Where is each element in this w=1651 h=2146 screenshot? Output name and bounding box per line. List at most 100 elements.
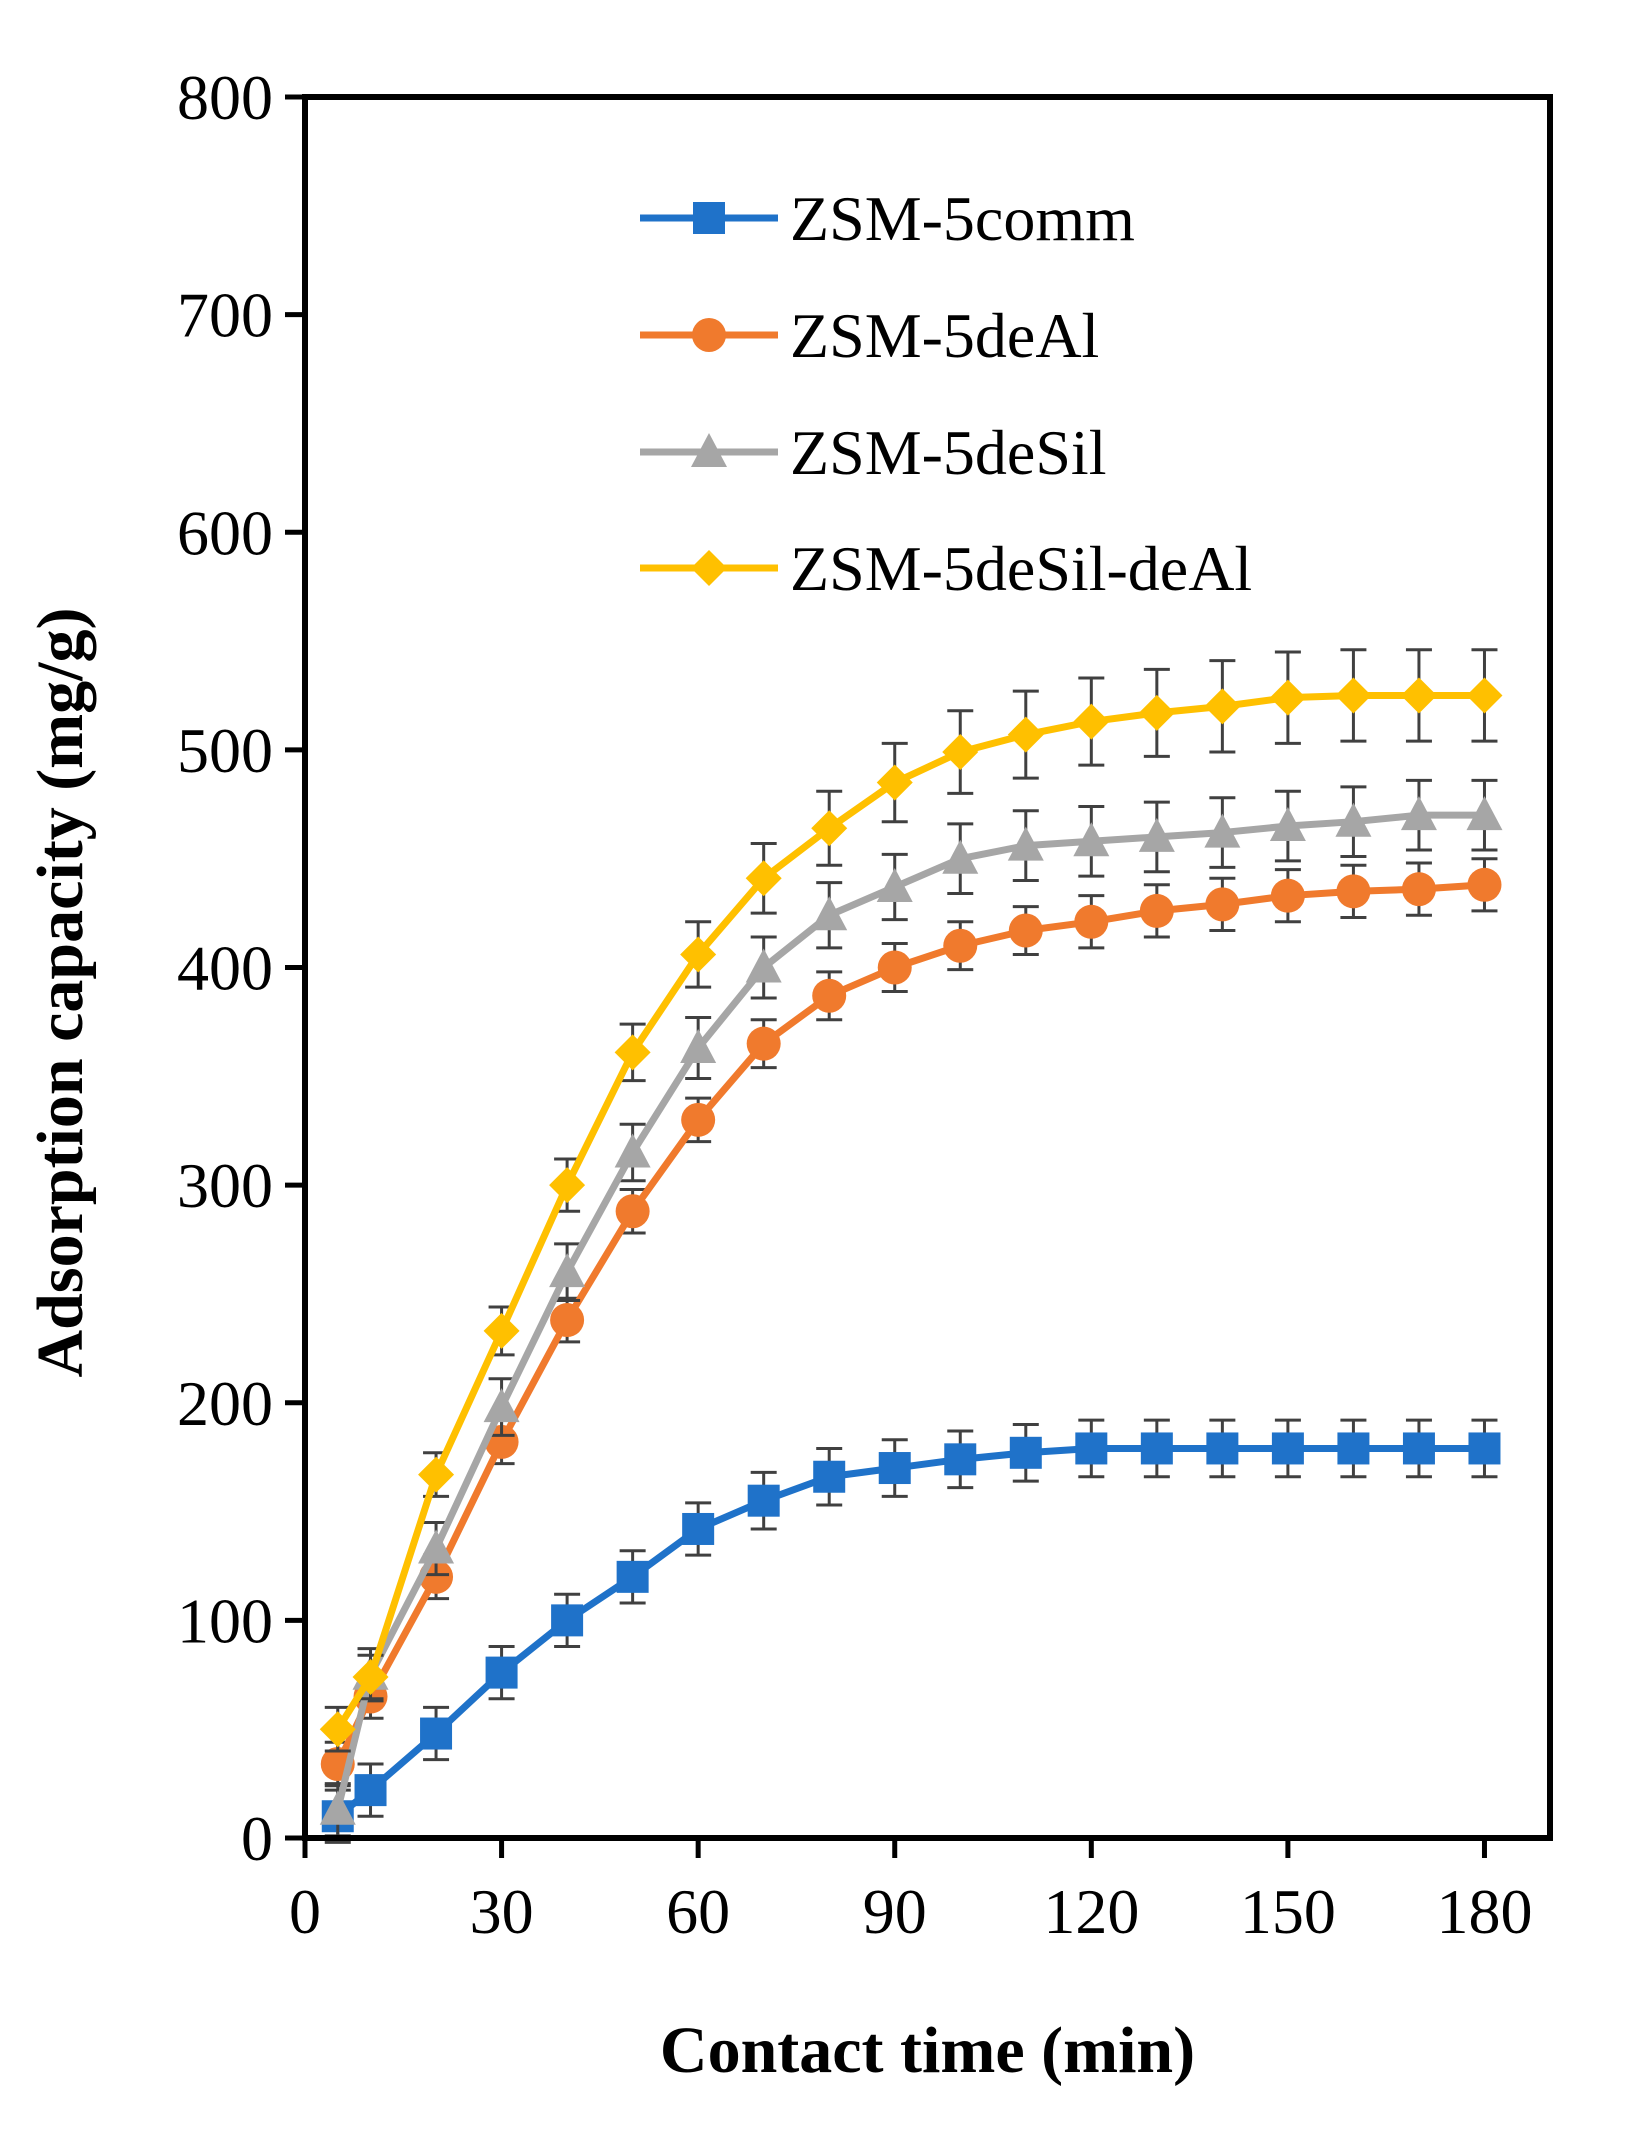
data-point [551,1604,584,1637]
data-point [549,1167,586,1204]
y-tick-label: 100 [177,1585,273,1656]
data-point [1138,694,1175,731]
data-point [1138,817,1175,852]
data-point [1337,1432,1370,1465]
data-point [942,839,979,874]
legend: ZSM-5comm ZSM-5deAl ZSM-5deSil ZSM-5deSil-d… [640,183,1252,604]
data-point [944,1443,977,1476]
data-point [682,1512,715,1545]
data-point [747,1484,780,1517]
data-point [1400,677,1437,714]
y-tick-label: 200 [177,1368,273,1439]
data-point [354,1774,387,1807]
legend-label: ZSM-5comm [790,183,1135,254]
data-point [813,1460,846,1493]
data-point [878,1452,911,1485]
data-point [319,1711,356,1748]
x-tick-label: 60 [666,1876,730,1947]
data-point [352,1658,389,1695]
data-point [616,1560,649,1593]
data-point [1270,878,1305,913]
data-point [680,936,717,973]
data-point [942,734,979,771]
data-point [811,810,848,847]
y-tick-label: 400 [177,933,273,1004]
legend-label: ZSM-5deAl [790,300,1099,371]
y-tick-label: 800 [177,62,273,133]
data-point [1007,826,1044,861]
data-point [1009,1436,1042,1469]
x-tick-label: 150 [1240,1876,1336,1947]
x-tick-label: 120 [1043,1876,1139,1947]
data-point [681,1102,716,1137]
y-tick-label: 700 [177,280,273,351]
data-point [1140,1432,1173,1465]
data-point [418,1456,455,1493]
data-point [1271,1432,1304,1465]
series-ZSM-5deSil [319,778,1503,1838]
data-point [1204,813,1241,848]
legend-label: ZSM-5deSil-deAl [790,533,1252,604]
data-point [1336,874,1371,909]
y-tick-label: 600 [177,497,273,568]
data-point [1335,802,1372,837]
data-point [1466,677,1503,714]
data-point [1467,867,1502,902]
data-point [483,1312,520,1349]
data-point [1468,1432,1501,1465]
y-axis-title: Adsorption capacity (mg/g) [24,608,97,1378]
series-ZSM-5deSil-deAl [319,648,1503,1753]
data-point [319,1790,356,1825]
data-point [1073,703,1110,740]
axes-layer: 0 100 200 300 400 500 600 700 800 0 30 60 90 120 150 18… [177,62,1532,1947]
data-point [418,1529,455,1564]
data-point [1402,1432,1435,1465]
legend-entry: ZSM-5deSil-deAl [640,533,1252,604]
legend-marker [693,202,725,234]
x-axis-title: Contact time (min) [660,2014,1195,2087]
data-point [1205,887,1240,922]
legend-marker [692,318,726,352]
data-point [485,1656,518,1689]
data-point [1466,796,1503,831]
data-point [614,1034,651,1071]
data-point [680,1029,717,1064]
data-point [1269,679,1306,716]
data-point [1401,872,1436,907]
y-tick-label: 0 [241,1803,273,1874]
y-tick-label: 300 [177,1150,273,1221]
y-tick-label: 500 [177,715,273,786]
data-point [746,1026,781,1061]
legend-entry: ZSM-5deSil [640,417,1106,488]
data-point [1075,1432,1108,1465]
data-point [1206,1432,1239,1465]
data-point [483,1388,520,1423]
data-point [1139,893,1174,928]
data-point [745,860,782,897]
legend-marker [691,550,727,586]
data-point [1074,904,1109,939]
x-tick-label: 0 [289,1876,321,1947]
legend-marker [691,433,727,467]
data-point [812,978,847,1013]
x-tick-label: 180 [1436,1876,1532,1947]
data-point [876,867,913,902]
data-point [549,1253,586,1288]
data-point [420,1717,453,1750]
data-point [614,1133,651,1168]
data-point [745,948,782,983]
legend-label: ZSM-5deSil [790,417,1106,488]
data-point [943,928,978,963]
data-point [1400,796,1437,831]
data-point [1335,677,1372,714]
data-point [877,950,912,985]
data-point [811,896,848,931]
x-tick-label: 90 [863,1876,927,1947]
data-point [615,1194,650,1229]
legend-entry: ZSM-5comm [640,183,1135,254]
series-layer [319,648,1503,1844]
data-point [1073,822,1110,857]
data-point [550,1303,585,1338]
